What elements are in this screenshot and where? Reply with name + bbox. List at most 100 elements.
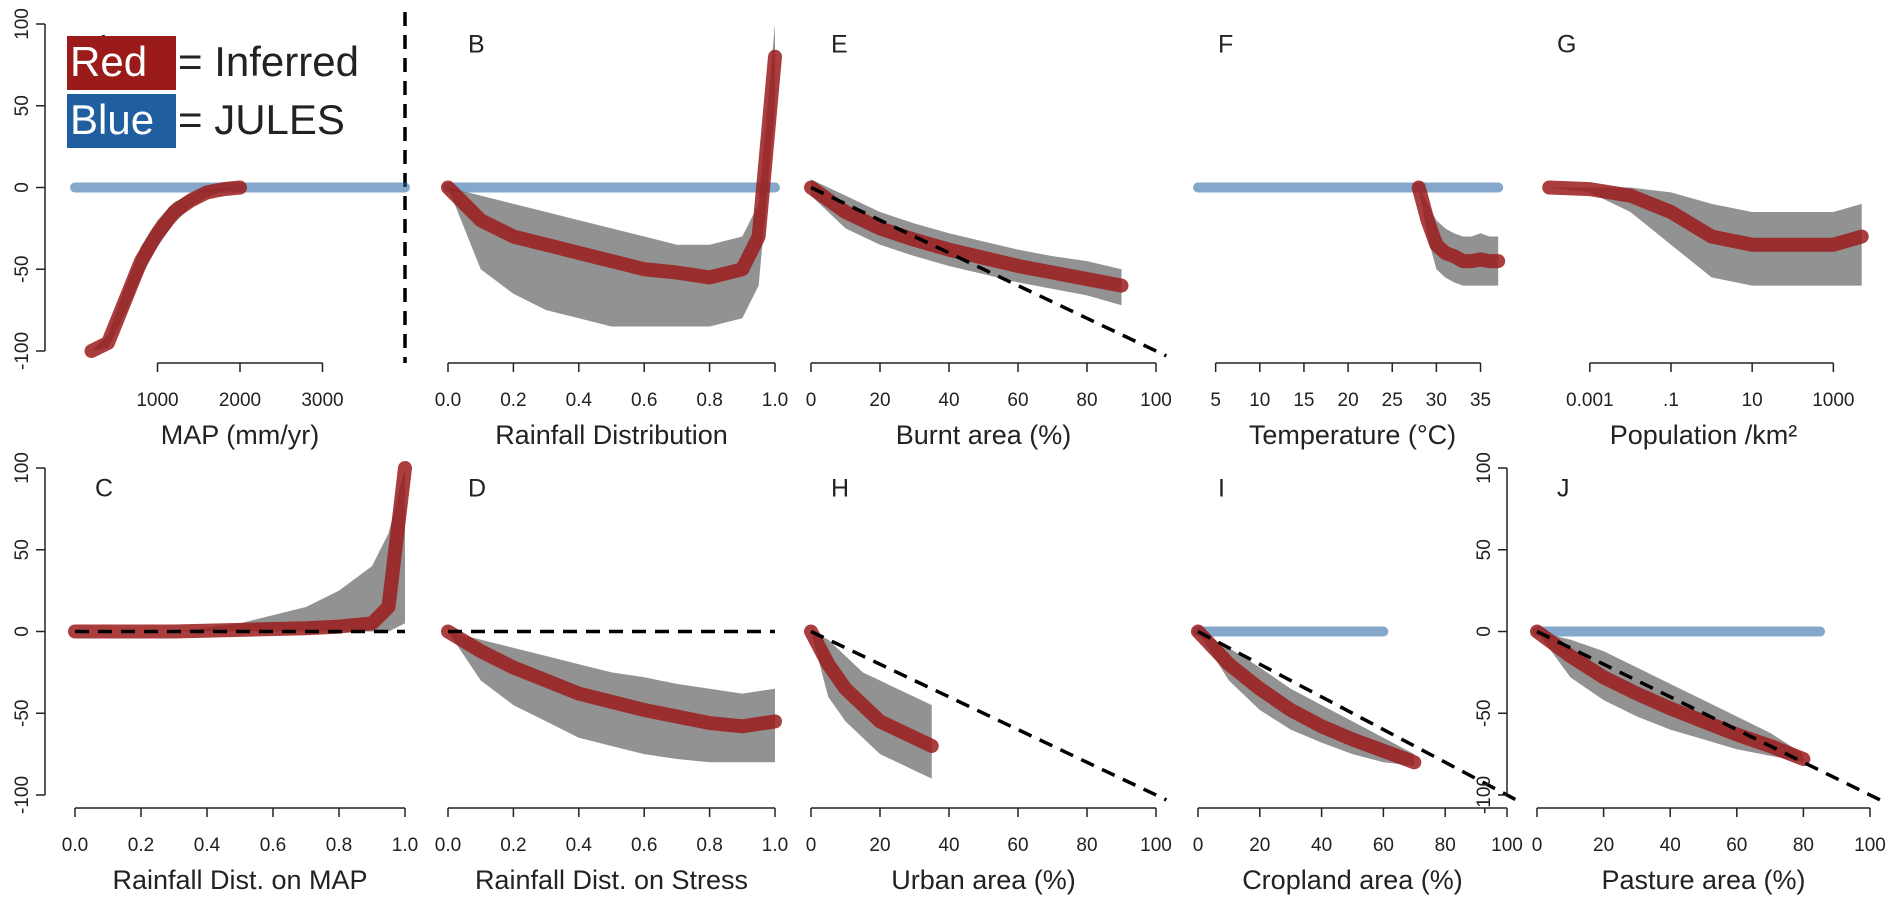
x-tick-label: 0 xyxy=(806,390,817,411)
panel-label: H xyxy=(831,475,849,503)
x-tick-label: 0.6 xyxy=(631,835,657,856)
x-tick-label: 10 xyxy=(1249,390,1270,411)
x-axis-label: Pasture area (%) xyxy=(1601,865,1805,895)
legend-key: Red xyxy=(70,38,147,85)
legend-key: Blue xyxy=(70,96,154,143)
x-axis-label: Rainfall Dist. on Stress xyxy=(475,865,748,895)
x-tick-label: 1.0 xyxy=(762,835,788,856)
x-axis-label: Rainfall Distribution xyxy=(495,420,728,450)
y-tick-label: -100 xyxy=(1474,776,1495,814)
panel-label: G xyxy=(1557,31,1576,59)
x-tick-label: 100 xyxy=(1140,390,1172,411)
legend-swatch xyxy=(67,36,176,90)
x-tick-label: 80 xyxy=(1435,835,1456,856)
x-axis-label: Urban area (%) xyxy=(891,865,1076,895)
y-tick-label: 0 xyxy=(1474,626,1495,637)
y-tick-label: 100 xyxy=(1474,452,1495,484)
y-tick-label: -50 xyxy=(12,700,33,727)
reference-line xyxy=(1197,629,1518,802)
x-tick-label: 2000 xyxy=(219,390,261,411)
panel-label: J xyxy=(1557,475,1570,503)
inferred-line xyxy=(804,624,939,753)
x-tick-label: 25 xyxy=(1382,390,1403,411)
x-tick-label: 0.6 xyxy=(260,835,286,856)
inferred-line xyxy=(441,49,782,285)
y-tick-label: -50 xyxy=(1474,700,1495,727)
x-tick-label: 0 xyxy=(1532,835,1543,856)
uncertainty-band xyxy=(448,24,775,327)
reference-line xyxy=(810,185,1168,358)
x-tick-label: 80 xyxy=(1076,835,1097,856)
panel-label: B xyxy=(468,31,485,59)
panel-label: D xyxy=(468,475,486,503)
x-tick-label: 1000 xyxy=(1812,390,1854,411)
x-tick-label: 0.0 xyxy=(435,835,461,856)
x-axis-label: Cropland area (%) xyxy=(1242,865,1463,895)
x-tick-label: 1.0 xyxy=(392,835,418,856)
inferred-line xyxy=(1191,624,1422,770)
y-tick-label: 100 xyxy=(12,452,33,484)
inferred-line xyxy=(68,461,412,639)
y-tick-label: 50 xyxy=(12,539,33,560)
legend-text: = JULES xyxy=(178,96,345,143)
y-tick-label: 50 xyxy=(1474,539,1495,560)
legend-text: = Inferred xyxy=(178,38,359,85)
x-tick-label: 1.0 xyxy=(762,390,788,411)
inferred-line xyxy=(804,180,1129,293)
inferred-line xyxy=(1411,180,1506,269)
x-tick-label: .1 xyxy=(1663,390,1679,411)
x-tick-label: 20 xyxy=(869,835,890,856)
x-tick-label: 100 xyxy=(1491,835,1523,856)
panel-label: E xyxy=(831,31,848,59)
reference-line xyxy=(810,629,1168,802)
y-tick-label: 0 xyxy=(12,626,33,637)
x-tick-label: 20 xyxy=(1338,390,1359,411)
x-tick-label: 0.0 xyxy=(62,835,88,856)
y-tick-label: 0 xyxy=(12,182,33,193)
inferred-line xyxy=(84,180,247,358)
uncertainty-band xyxy=(75,468,405,632)
x-tick-label: 0.8 xyxy=(326,835,352,856)
x-tick-label: 80 xyxy=(1076,390,1097,411)
x-tick-label: 3000 xyxy=(301,390,343,411)
x-tick-label: 0.4 xyxy=(194,835,221,856)
x-tick-label: 0.001 xyxy=(1566,390,1614,411)
x-axis-label: Population /km² xyxy=(1610,420,1798,450)
x-tick-label: 0.4 xyxy=(566,835,593,856)
y-tick-label: 100 xyxy=(12,8,33,40)
x-tick-label: 35 xyxy=(1470,390,1491,411)
x-tick-label: 0.6 xyxy=(631,390,657,411)
inferred-line xyxy=(1542,180,1869,252)
x-tick-label: 30 xyxy=(1426,390,1447,411)
x-tick-label: 20 xyxy=(869,390,890,411)
x-tick-label: 40 xyxy=(1660,835,1681,856)
x-tick-label: 0 xyxy=(806,835,817,856)
x-tick-label: 80 xyxy=(1793,835,1814,856)
uncertainty-band xyxy=(1198,631,1415,766)
x-tick-label: 0 xyxy=(1193,835,1204,856)
x-tick-label: 15 xyxy=(1293,390,1314,411)
x-tick-label: 40 xyxy=(938,390,959,411)
uncertainty-band xyxy=(811,179,1122,306)
x-tick-label: 100 xyxy=(1854,835,1886,856)
y-tick-label: -100 xyxy=(12,776,33,814)
x-tick-label: 60 xyxy=(1007,390,1028,411)
x-tick-label: 0.8 xyxy=(696,390,722,411)
y-tick-label: 50 xyxy=(12,95,33,116)
x-tick-label: 0.8 xyxy=(696,835,722,856)
x-tick-label: 60 xyxy=(1373,835,1394,856)
x-tick-label: 20 xyxy=(1249,835,1270,856)
x-tick-label: 20 xyxy=(1593,835,1614,856)
x-tick-label: 0.2 xyxy=(500,835,526,856)
x-tick-label: 40 xyxy=(938,835,959,856)
y-tick-label: -50 xyxy=(12,256,33,283)
x-tick-label: 5 xyxy=(1210,390,1221,411)
x-tick-label: 0.4 xyxy=(566,390,593,411)
x-axis-label: Rainfall Dist. on MAP xyxy=(112,865,367,895)
y-tick-label: -100 xyxy=(12,332,33,370)
legend-swatch xyxy=(67,94,176,148)
inferred-line xyxy=(1530,624,1811,767)
panel-label: I xyxy=(1218,475,1225,503)
inferred-line xyxy=(441,624,782,734)
